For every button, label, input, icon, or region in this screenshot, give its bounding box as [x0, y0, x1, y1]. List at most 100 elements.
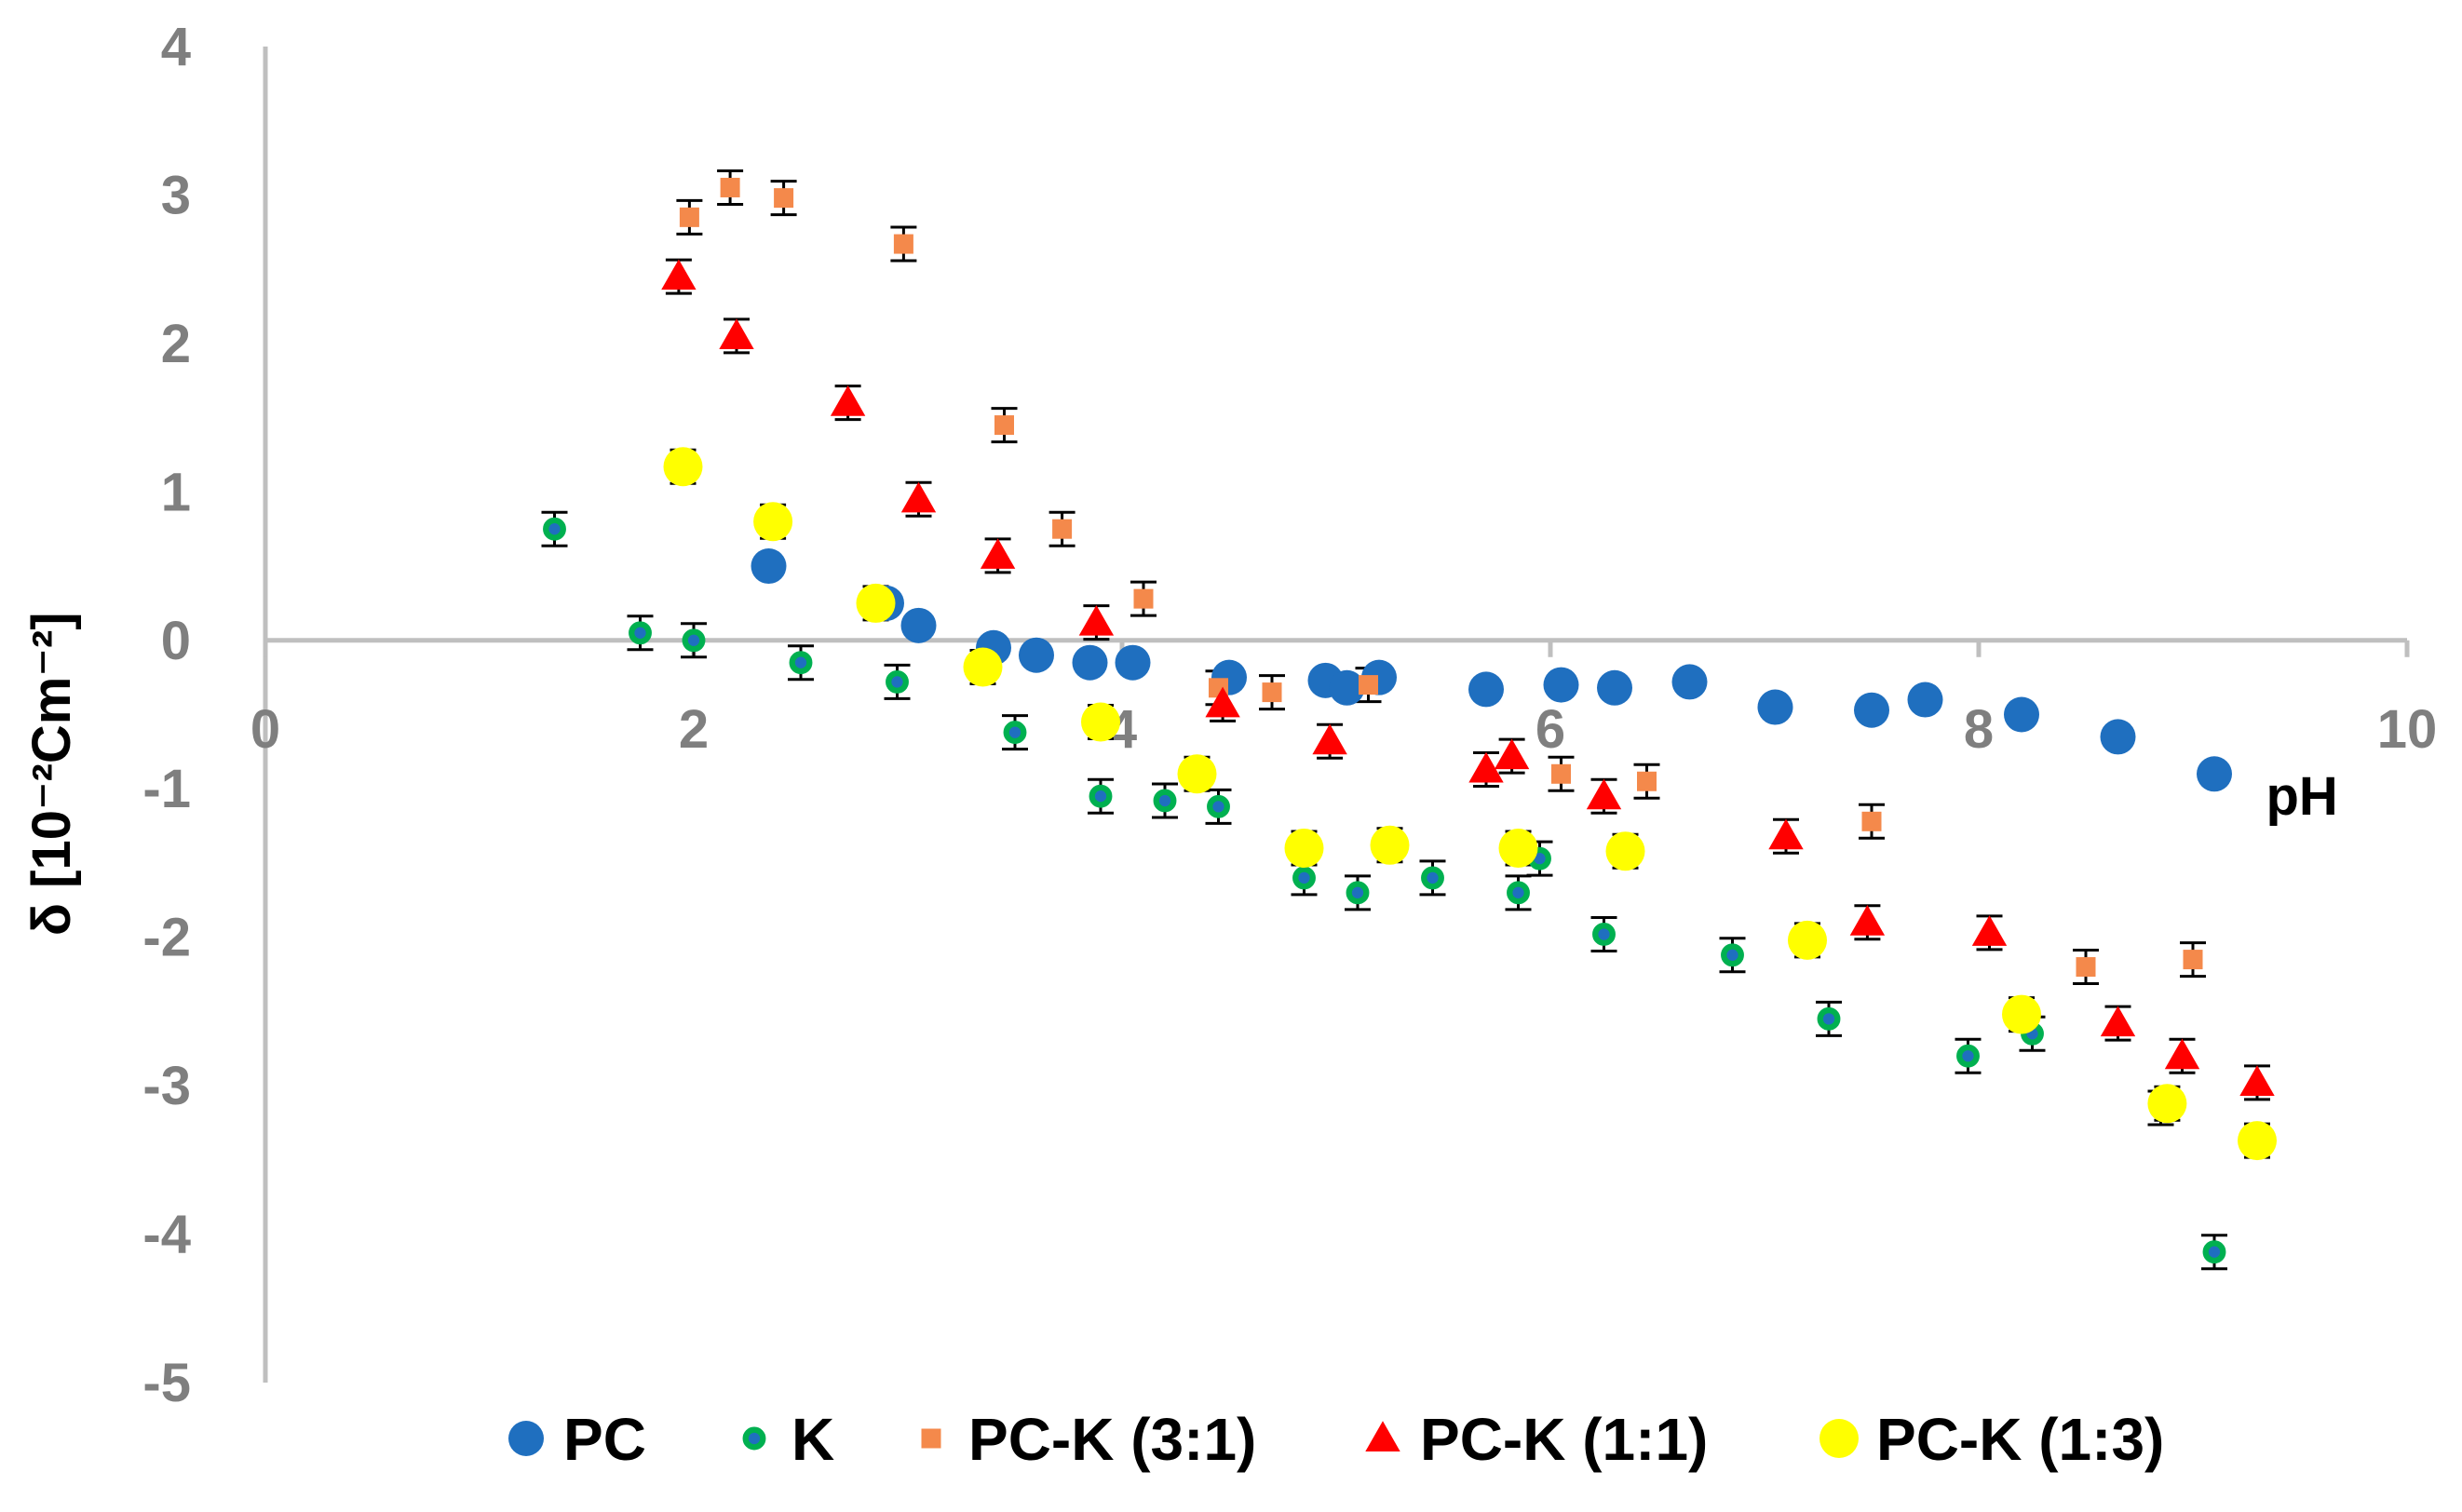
data-point-pc-k-1-3: [1177, 754, 1217, 794]
data-point-pc-k-1-3: [1788, 920, 1827, 960]
data-point-pc-k-3-1: [893, 234, 913, 254]
data-point-pc-k-1-1: [1971, 915, 2008, 946]
data-point-k: [1207, 794, 1230, 818]
data-point-k: [789, 651, 813, 675]
data-point-k: [1153, 789, 1177, 813]
x-tick-label: 6: [1535, 699, 1565, 760]
legend-marker-pc-k-1-3: [1819, 1419, 1859, 1458]
data-point-pc-k-1-1: [1586, 778, 1622, 810]
data-point-pc-k-1-3: [1370, 825, 1410, 865]
data-point-pc-k-1-1: [830, 385, 866, 416]
data-point-pc-k-3-1: [1052, 519, 1073, 539]
data-point-k: [1003, 721, 1027, 745]
data-point-pc: [1671, 664, 1708, 700]
data-point-pc: [2100, 719, 2136, 755]
data-point-pc: [1072, 644, 1108, 681]
data-point-pc-k-1-1: [1312, 723, 1347, 755]
data-point-pc: [1019, 637, 1054, 673]
legend-marker-pc: [508, 1421, 544, 1456]
data-point-pc: [1854, 692, 1889, 728]
data-point-pc-k-1-3: [1284, 829, 1324, 868]
data-point-pc-k-1-3: [753, 502, 793, 542]
data-point-k: [1817, 1006, 1841, 1031]
data-point-k: [2202, 1240, 2226, 1264]
y-tick-label: 1: [161, 462, 191, 522]
data-point-pc-k-1-3: [963, 647, 1003, 687]
data-point-k: [1956, 1044, 1980, 1068]
data-point-pc-k-1-3: [2002, 994, 2041, 1034]
legend-marker-pc-k-3-1: [921, 1428, 941, 1449]
y-axis-label: δ [10⁻²Cm⁻²]: [21, 612, 82, 936]
y-tick-label: -1: [142, 759, 191, 819]
data-point-pc-k-3-1: [2076, 957, 2096, 978]
legend-label-pc: PC: [563, 1406, 646, 1473]
data-point-pc-k-1-1: [980, 538, 1016, 569]
y-tick-labels: 4 3 2 1 0 -1 -2 -3 -4 -5: [142, 17, 191, 1413]
data-point-pc: [900, 607, 937, 643]
data-point-k: [1721, 943, 1744, 967]
data-point-pc-k-3-1: [1133, 588, 1154, 609]
data-point-pc-k-1-1: [661, 259, 697, 290]
y-tick-label: 0: [161, 611, 191, 671]
data-point-pc-k-1-1: [900, 481, 937, 513]
data-point-pc: [1329, 669, 1365, 706]
data-point-pc-k-3-1: [2183, 950, 2203, 970]
legend-label-pc-k-3-1: PC-K (3:1): [968, 1406, 1256, 1473]
data-point-pc-k-1-1: [2100, 1006, 2136, 1037]
data-point-k: [682, 628, 706, 653]
data-point-pc: [751, 548, 787, 585]
data-point-k: [1089, 784, 1113, 808]
data-point-pc-k-3-1: [1262, 682, 1282, 703]
data-point-pc-k-1-1: [1468, 751, 1504, 783]
data-point-pc: [1115, 644, 1151, 681]
data-point-k: [629, 621, 652, 645]
data-point-pc-k-3-1: [720, 177, 740, 197]
legend-label-pc-k-1-1: PC-K (1:1): [1420, 1406, 1708, 1473]
data-point-pc-k-1-3: [856, 583, 896, 623]
legend-marker-k: [742, 1426, 766, 1451]
y-tick-label: -3: [142, 1056, 191, 1116]
data-point-pc: [1597, 669, 1632, 706]
data-point-pc-k-1-1: [1205, 686, 1240, 718]
data-point-pc-k-3-1: [1637, 771, 1657, 791]
data-point-pc: [1543, 667, 1579, 703]
data-point-pc-k-1-3: [1498, 829, 1538, 868]
data-point-pc-k-1-1: [719, 318, 754, 349]
y-tick-label: -5: [142, 1353, 191, 1413]
data-point-pc-k-1-1: [2164, 1038, 2200, 1070]
y-tick-label: 4: [161, 17, 191, 77]
x-axis-label: pH: [2266, 766, 2338, 827]
data-point-pc-k-1-3: [2147, 1084, 2187, 1124]
data-point-pc: [1468, 671, 1504, 708]
data-point-pc-k-1-1: [1494, 738, 1530, 770]
y-tick-label: 3: [161, 165, 191, 225]
data-point-k: [1346, 881, 1370, 905]
data-point-pc-k-3-1: [1551, 763, 1571, 784]
data-point-pc-k-1-1: [1078, 604, 1115, 636]
legend-label-k: K: [791, 1406, 834, 1473]
data-point-pc: [1757, 689, 1793, 725]
data-point-pc-k-3-1: [679, 207, 699, 227]
x-tick-label: 10: [2377, 699, 2438, 760]
data-point-k: [543, 517, 566, 541]
data-point-k: [1592, 923, 1616, 946]
data-point-pc: [1907, 682, 1943, 718]
legend-label-pc-k-1-3: PC-K (1:3): [1876, 1406, 2164, 1473]
y-tick-label: -2: [142, 908, 191, 968]
x-tick-label: 8: [1964, 699, 1994, 760]
y-tick-label: 2: [161, 314, 191, 374]
axes: [263, 47, 2407, 1383]
legend: PC K PC-K (3:1) PC-K (1:1) PC-K (1:3): [508, 1406, 2164, 1473]
data-point-pc: [2197, 756, 2232, 792]
y-tick-label: -4: [142, 1205, 191, 1265]
data-point-pc-k-1-3: [663, 447, 703, 487]
data-point-pc-k-1-3: [2238, 1121, 2277, 1161]
data-point-k: [886, 669, 909, 694]
data-point-pc-k-3-1: [1861, 811, 1882, 831]
data-point-pc-k-1-1: [1768, 818, 1804, 850]
data-point-k: [1507, 881, 1530, 905]
data-point-pc: [2004, 696, 2039, 733]
x-tick-label: 2: [679, 699, 709, 760]
legend-marker-pc-k-1-1: [1365, 1421, 1400, 1452]
